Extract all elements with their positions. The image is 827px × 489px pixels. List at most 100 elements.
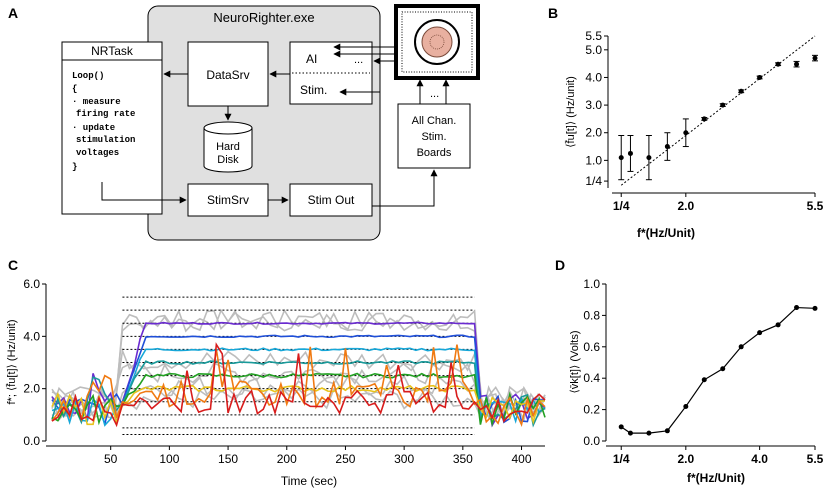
nrtask-title: NRTask (91, 44, 134, 58)
chart-c: 0.0 2.0 4.0 6.0 50 100 150 200 250 300 350 400 (23, 277, 546, 466)
y-tick-label: 6.0 (23, 277, 40, 291)
x-tick-label: 1/4 (613, 452, 630, 466)
ai-label: AI (306, 52, 317, 66)
hard-disk-label-2: Disk (217, 154, 239, 166)
data-point (720, 366, 726, 372)
boards-ellipsis: ... (430, 88, 439, 100)
data-point (794, 305, 800, 311)
hard-disk-icon (203, 121, 253, 173)
x-tick-label: 1/4 (613, 199, 630, 213)
boards-label-1: All Chan. (412, 115, 457, 127)
identity-line (620, 35, 816, 186)
y-tick-label: 1/4 (585, 174, 602, 188)
data-point (757, 330, 763, 336)
datasrv-label: DataSrv (206, 68, 249, 82)
stimsrv-box (187, 183, 269, 217)
hard-disk-label-1: Hard (216, 141, 240, 153)
series-red (51, 342, 546, 428)
panel-label-c: C (8, 257, 18, 273)
y-tick-label: 0.6 (583, 340, 600, 354)
data-point (683, 130, 689, 136)
y-tick-label: 5.5 (585, 29, 602, 43)
x-tick-label: 150 (218, 452, 238, 466)
y-tick-label: 2.0 (23, 382, 40, 396)
chart-b: 1/41.02.03.04.05.05.51/4 2.0 5.5 (585, 29, 823, 213)
x-tick-label: 5.5 (807, 199, 824, 213)
grey-trace (51, 308, 546, 420)
y-tick-label: 0.8 (583, 308, 600, 322)
chart-d-xlabel: f*(Hz/Unit) (687, 471, 745, 485)
data-point (775, 322, 781, 328)
chart-d: 0.0 0.2 0.4 0.6 0.8 1.0 1/4 2.0 4.0 5.5 (583, 277, 823, 466)
code-line: · measure (72, 97, 121, 107)
boards-label-2: Stim. (421, 131, 446, 143)
code-line: · update (72, 123, 115, 133)
nrtask-box (61, 41, 163, 215)
mea-dish-icon (394, 4, 480, 80)
x-tick-label: 250 (335, 452, 355, 466)
series-blue (51, 334, 546, 427)
grey-trace (51, 308, 546, 422)
code-line: stimulation (76, 135, 135, 145)
series-line (620, 306, 816, 434)
stimout-label: Stim Out (308, 193, 355, 207)
grey-trace (51, 347, 546, 422)
data-point (701, 116, 707, 122)
grey-trace (51, 374, 546, 420)
x-tick-label: 2.0 (677, 199, 694, 213)
code-line: firing rate (76, 109, 135, 119)
nrtask-code: Loop() { · measure firing rate · update … (72, 71, 135, 172)
stim-label: Stim. (300, 83, 327, 97)
panel-label-b: B (548, 5, 558, 21)
y-tick-label: 0.0 (23, 434, 40, 448)
data-point (618, 424, 624, 430)
x-tick-label: 5.5 (807, 452, 824, 466)
data-point (664, 428, 670, 434)
x-tick-label: 4.0 (751, 452, 768, 466)
panel-c: C 0.0 2.0 4.0 6.0 50 100 150 200 250 300 350 400 Ti… (5, 257, 546, 488)
chart-b-ylabel: ⟨f̄u[t]⟩ (Hz/unit) (564, 76, 577, 148)
datasrv-box (187, 41, 269, 107)
data-point (812, 305, 818, 311)
y-tick-label: 0.4 (583, 371, 600, 385)
chart-d-ylabel: ⟨v̄k[t]⟩ (Volts) (569, 331, 581, 394)
ai-ellipsis: ... (354, 54, 363, 66)
data-point (738, 88, 744, 94)
panel-label-d: D (555, 257, 565, 273)
x-tick-label: 350 (453, 452, 473, 466)
code-line: } (72, 162, 77, 172)
boards-label-3: Boards (417, 147, 452, 159)
data-point (627, 150, 633, 156)
data-point (701, 377, 707, 383)
stim-boards-box (397, 103, 471, 169)
panel-label-a: A (8, 5, 18, 21)
series-teal (51, 360, 546, 428)
y-tick-label: 4.0 (585, 70, 602, 84)
stimout-box (289, 183, 373, 217)
series-yellow (51, 384, 546, 426)
series-orange (51, 344, 546, 428)
data-point (683, 403, 689, 409)
data-point (757, 74, 763, 80)
series-cyan (51, 347, 546, 427)
y-tick-label: 4.0 (23, 329, 40, 343)
series-purple (51, 321, 546, 428)
data-point (646, 430, 652, 436)
x-tick-label: 2.0 (677, 452, 694, 466)
code-line: { (72, 84, 77, 94)
chart-b-xlabel: f*(Hz/Unit) (637, 226, 695, 240)
data-point (775, 61, 781, 67)
y-tick-label: 0.0 (583, 434, 600, 448)
data-point (646, 155, 652, 161)
data-point (812, 55, 818, 61)
x-tick-label: 200 (277, 452, 297, 466)
data-point (720, 102, 726, 108)
data-point (664, 144, 670, 150)
code-line: Loop() (72, 71, 104, 81)
x-tick-label: 300 (394, 452, 414, 466)
x-tick-label: 400 (512, 452, 532, 466)
panel-b: B 1/41.02.03.04.05.05.51/4 2.0 5.5 f*(Hz/U… (548, 5, 824, 240)
panel-a: A NeuroRighter.exe NRTask Loop() { · mea… (8, 4, 480, 241)
x-tick-label: 100 (159, 452, 179, 466)
